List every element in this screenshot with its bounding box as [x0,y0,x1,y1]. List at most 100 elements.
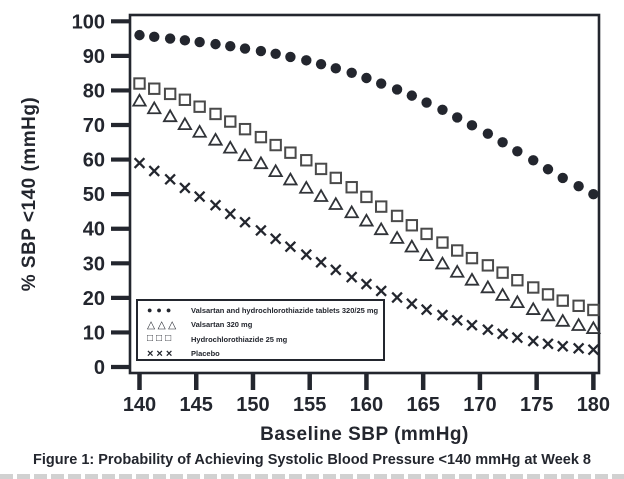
marker-open-triangle [509,294,526,309]
y-tick-label: 70 [83,115,105,137]
marker-x-cross [436,309,449,321]
marker-x-cross [557,340,569,352]
marker-filled-circle [225,40,236,52]
marker-open-square [148,82,161,95]
marker-open-triangle [313,188,329,202]
marker-open-triangle [162,108,178,123]
marker-x-cross [527,335,539,347]
y-tick-label: 0 [94,357,105,379]
marker-x-cross [511,331,524,344]
legend-row: □□□ Hydrochlorothiazide 25 mg [138,332,383,347]
marker-filled-circle [255,45,267,57]
marker-filled-circle [573,180,584,192]
marker-open-triangle [554,313,571,327]
marker-open-triangle [480,279,496,294]
marker-x-cross [148,165,160,177]
y-tick-label: 50 [83,184,105,206]
marker-filled-circle [239,43,251,54]
legend-label: Placebo [191,349,220,359]
marker-filled-circle [361,72,372,84]
y-axis-label: % SBP <140 (mmHg) [19,96,40,292]
legend-row: ●●● Valsartan and hydrochlorothiazide ta… [138,303,383,318]
marker-filled-circle [301,55,312,66]
marker-open-square [163,87,177,101]
marker-open-triangle [525,301,541,315]
marker-open-square [254,130,268,144]
cropped-content-strip [0,474,624,479]
x-tick-label: 155 [293,394,326,416]
marker-x-cross [164,173,176,185]
marker-filled-circle [588,188,599,200]
marker-x-cross [420,303,433,316]
marker-open-square [436,236,449,249]
marker-open-triangle [389,230,405,244]
x-tick-label: 180 [577,394,610,416]
marker-filled-circle [375,78,387,89]
x-tick-label: 170 [463,394,496,416]
marker-open-triangle [358,212,375,227]
y-tick-label: 40 [83,219,105,241]
marker-open-triangle [418,247,435,262]
marker-x-cross [133,157,146,169]
marker-x-cross [360,278,373,290]
marker-open-triangle [449,264,465,278]
marker-x-cross [300,248,313,261]
y-tick-label: 60 [83,150,105,172]
marker-open-square [541,288,555,301]
legend-label: Valsartan and hydrochlorothiazide tablet… [191,305,379,315]
x-tick-label: 165 [406,394,439,416]
marker-filled-circle [466,120,478,131]
marker-filled-circle [482,128,494,139]
marker-open-triangle [177,116,193,131]
y-tick-label: 90 [83,46,105,68]
marker-filled-circle [179,35,191,46]
marker-open-triangle [282,171,299,186]
marker-open-square [496,266,509,279]
x-tick-label: 140 [123,394,156,416]
marker-open-square [465,251,479,265]
marker-x-cross [345,271,358,283]
marker-open-triangle [540,307,556,322]
x-tick-label: 150 [236,394,269,416]
marker-open-square [390,209,404,223]
marker-x-cross [482,323,494,336]
marker-open-square [572,299,585,313]
marker-open-square [527,281,540,294]
marker-open-square [345,181,358,194]
marker-filled-circle [497,137,508,148]
legend-row: ××× Placebo [138,347,383,362]
marker-open-triangle [570,317,587,331]
marker-open-triangle [404,238,420,253]
marker-x-cross [239,216,251,228]
x-tick-label: 160 [350,394,383,416]
marker-open-square [269,138,282,152]
marker-open-triangle [434,255,451,270]
marker-open-square [405,219,419,232]
marker-filled-circle [149,31,160,43]
legend: ●●● Valsartan and hydrochlorothiazide ta… [136,299,385,361]
figure-caption: Figure 1: Probability of Achieving Systo… [32,452,591,468]
marker-filled-circle [164,33,176,44]
plot-svg: 0 10 20 30 40 50 60 70 80 90 100 140 145 150 155 160 165… [72,11,610,416]
marker-filled-circle [512,146,523,157]
open-triangle-icon: △△△ [147,318,179,331]
marker-filled-circle [315,58,327,70]
marker-open-square [511,274,524,287]
marker-open-triangle [464,272,480,286]
marker-x-cross [542,338,554,350]
y-tick-label: 80 [83,80,105,102]
marker-filled-circle [330,63,342,74]
marker-x-cross [315,256,327,268]
marker-open-triangle [253,155,269,170]
marker-x-cross [224,208,236,220]
marker-filled-circle [406,90,418,101]
marker-x-cross [496,328,509,340]
marker-filled-circle [452,112,463,123]
marker-open-square [374,200,388,213]
marker-open-triangle [298,180,315,194]
marker-open-triangle [343,204,360,219]
marker-x-cross [193,190,206,203]
marker-open-square [481,259,495,272]
marker-filled-circle [346,67,357,79]
marker-open-triangle [207,132,224,146]
